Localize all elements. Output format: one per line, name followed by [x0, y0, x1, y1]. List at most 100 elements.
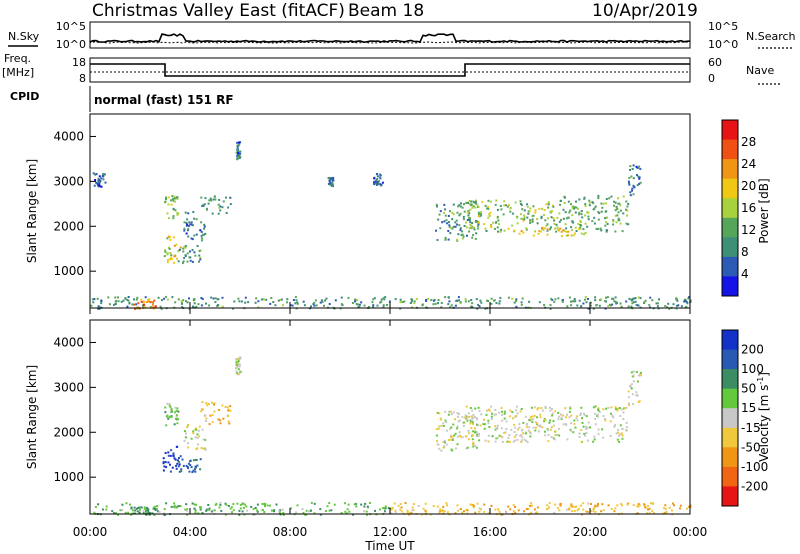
- power-cell: [127, 299, 130, 302]
- velocity-cell: [121, 503, 124, 506]
- velocity-cell: [470, 415, 473, 418]
- power-cell: [614, 209, 617, 212]
- velocity-cell: [422, 507, 425, 510]
- power-cell: [541, 207, 544, 210]
- power-cell: [553, 300, 556, 303]
- velocity-cell: [514, 415, 517, 418]
- velocity-cell: [192, 430, 195, 433]
- velocity-cell: [500, 407, 503, 409]
- power-cell: [481, 200, 484, 203]
- power-cell: [90, 304, 93, 307]
- velocity-cell: [227, 409, 230, 412]
- power-cell: [559, 200, 562, 202]
- power-cell: [375, 183, 378, 186]
- velocity-cell: [344, 502, 346, 505]
- velocity-cell: [471, 434, 474, 437]
- velocity-cell: [197, 429, 200, 432]
- power-cell: [568, 296, 571, 299]
- power-cell: [628, 297, 631, 300]
- velocity-cell: [627, 502, 630, 505]
- velocity-cell: [313, 502, 316, 505]
- velocity-cell: [514, 506, 517, 508]
- power-cell: [480, 211, 483, 214]
- velocity-cell: [438, 447, 441, 450]
- velocity-cell: [220, 509, 223, 512]
- velocity-cell: [186, 508, 189, 511]
- velocity-cell: [571, 505, 574, 508]
- power-cell: [177, 298, 180, 301]
- velocity-cell: [175, 414, 178, 417]
- power-cell: [237, 297, 240, 300]
- velocity-cell: [186, 426, 188, 429]
- power-cell: [174, 209, 177, 212]
- velocity-cell: [564, 407, 567, 410]
- power-cell: [177, 212, 180, 215]
- velocity-cell: [532, 418, 535, 421]
- power-cell: [454, 225, 457, 228]
- power-cell: [494, 203, 497, 206]
- velocity-cell: [181, 458, 184, 461]
- power-cell: [547, 203, 550, 206]
- velocity-cell: [580, 504, 582, 507]
- power-cell: [627, 203, 630, 205]
- velocity-cell: [549, 428, 552, 431]
- velocity-cell: [142, 511, 145, 514]
- velocity-cell: [235, 361, 238, 364]
- power-cell: [166, 259, 169, 262]
- power-cell: [114, 296, 117, 299]
- power-cell: [217, 304, 220, 307]
- power-cell: [193, 217, 196, 220]
- power-cell: [529, 222, 532, 224]
- power-cell: [477, 224, 480, 227]
- power-cell: [319, 301, 322, 304]
- velocity-cell: [219, 503, 222, 506]
- power-cell: [173, 195, 176, 198]
- colorbar-segment: [722, 466, 738, 487]
- power-cell: [490, 297, 493, 300]
- power-cell: [468, 203, 471, 206]
- velocity-cell: [227, 505, 230, 507]
- power-cell: [100, 302, 103, 305]
- power-cell: [200, 237, 203, 240]
- power-cell: [101, 175, 104, 178]
- velocity-cell: [191, 502, 194, 505]
- power-cell: [556, 216, 559, 219]
- power-cell: [490, 302, 493, 305]
- colorbar-tick-label: 16: [741, 201, 756, 215]
- power-cell: [239, 152, 242, 155]
- power-cell: [169, 236, 172, 239]
- velocity-cell: [456, 425, 459, 428]
- power-cell: [500, 208, 503, 211]
- power-cell: [605, 230, 608, 233]
- velocity-cell: [187, 442, 190, 445]
- power-cell: [477, 303, 480, 306]
- velocity-cell: [238, 371, 241, 374]
- velocity-cell: [352, 513, 355, 516]
- power-cell: [631, 187, 634, 190]
- velocity-cell: [594, 417, 597, 420]
- power-cell: [117, 300, 120, 303]
- velocity-cell: [193, 468, 196, 471]
- velocity-cell: [602, 408, 605, 411]
- velocity-cell: [176, 407, 179, 410]
- velocity-cell: [400, 506, 403, 509]
- power-cell: [619, 222, 622, 225]
- power-cell: [411, 306, 413, 309]
- power-cell: [330, 177, 332, 180]
- velocity-cell: [384, 507, 387, 510]
- power-cell: [174, 197, 176, 200]
- velocity-cell: [471, 421, 474, 424]
- power-cell: [185, 232, 188, 235]
- velocity-cell: [653, 512, 656, 515]
- velocity-cell: [546, 504, 549, 507]
- velocity-cell: [474, 430, 477, 433]
- velocity-cell: [326, 505, 329, 508]
- power-cell: [113, 303, 115, 306]
- power-cell: [441, 221, 444, 224]
- velocity-cell: [384, 510, 386, 513]
- velocity-cell: [168, 404, 171, 407]
- power-cell: [471, 302, 474, 305]
- velocity-cell: [353, 503, 356, 506]
